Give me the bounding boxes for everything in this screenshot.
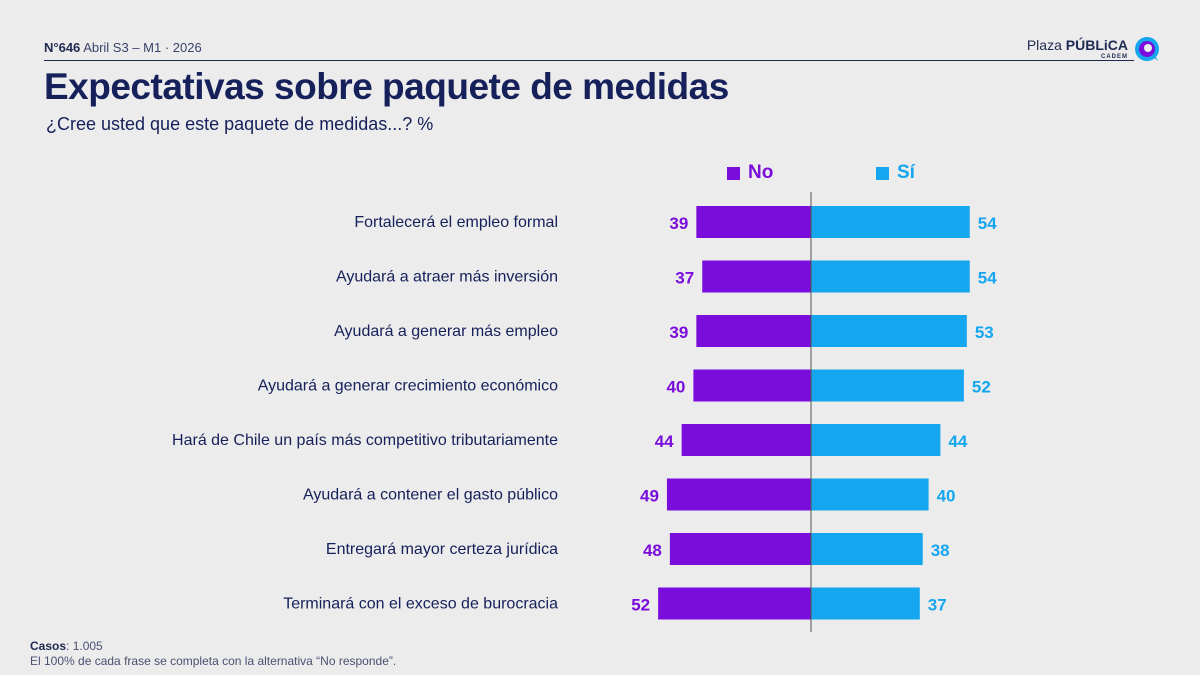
bar-no [702,260,811,293]
bar-no [666,478,811,511]
bar-si [811,478,929,511]
legend-no: No [727,162,773,184]
header-rule [44,60,1134,61]
brand-subname: CADEM [1101,54,1128,60]
value-label-no: 40 [666,378,685,397]
study-code: N°646 Abril S3 – M1 · 2026 [44,40,202,55]
bar-no [696,206,811,238]
legend-si: Sí [876,162,915,184]
value-label-no: 52 [631,596,650,615]
legend-si-label: Sí [897,162,915,183]
value-label-si: 37 [928,596,947,615]
category-label: Terminará con el exceso de burocracia [283,596,558,613]
category-label: Ayudará a atraer más inversión [336,269,558,286]
footer-note: El 100% de cada frase se completa con la… [30,654,397,668]
bar-si [811,315,967,347]
footer-notes: Casos: 1.005 El 100% de cada frase se co… [30,639,396,669]
value-label-si: 52 [972,378,991,397]
sample-size: Casos: 1.005 [30,639,396,654]
bar-no [696,315,811,347]
bar-si [811,260,970,293]
value-label-no: 44 [655,432,674,451]
category-label: Ayudará a contener el gasto público [303,487,558,504]
value-label-no: 39 [669,214,688,233]
page-title: Expectativas sobre paquete de medidas [44,66,729,107]
bar-si [811,533,923,565]
bar-no [669,533,811,565]
value-label-no: 49 [640,487,659,506]
brand-name-strong: PÚBLiCA [1065,37,1128,53]
value-label-no: 37 [675,269,694,288]
sample-size-label: Casos [30,639,67,653]
value-label-no: 39 [669,323,688,342]
value-label-no: 48 [643,541,662,560]
page-subtitle: ¿Cree usted que este paquete de medidas.… [46,114,434,134]
legend-no-label: No [748,162,774,183]
bar-si [811,587,920,620]
category-label: Hará de Chile un país más competitivo tr… [172,432,558,449]
bar-no [681,424,811,456]
legend-si-swatch [876,166,889,180]
brand-name-light: Plaza [1026,37,1062,53]
sample-size-value: : 1.005 [66,639,103,653]
legend-no-swatch [727,166,740,180]
category-label: Entregará mayor certeza jurídica [326,541,558,558]
value-label-si: 54 [978,214,997,233]
brand-logo: Plaza PÚBLiCA CADEM [1027,36,1160,62]
category-label: Fortalecerá el empleo formal [354,214,558,231]
bar-no [658,587,811,620]
bar-si [811,424,941,456]
value-label-si: 54 [978,269,997,288]
bar-si [811,369,964,402]
study-number: N°646 [44,40,81,55]
brand-mark-icon [1135,37,1159,61]
value-label-si: 38 [931,541,950,560]
category-label: Ayudará a generar crecimiento económico [258,378,558,395]
bar-no [693,369,811,402]
value-label-si: 44 [948,432,967,451]
value-label-si: 53 [975,323,994,342]
study-date: Abril S3 – M1 · 2026 [83,40,202,55]
bar-si [811,206,970,238]
value-label-si: 40 [937,487,956,506]
category-label: Ayudará a generar más empleo [334,323,558,340]
